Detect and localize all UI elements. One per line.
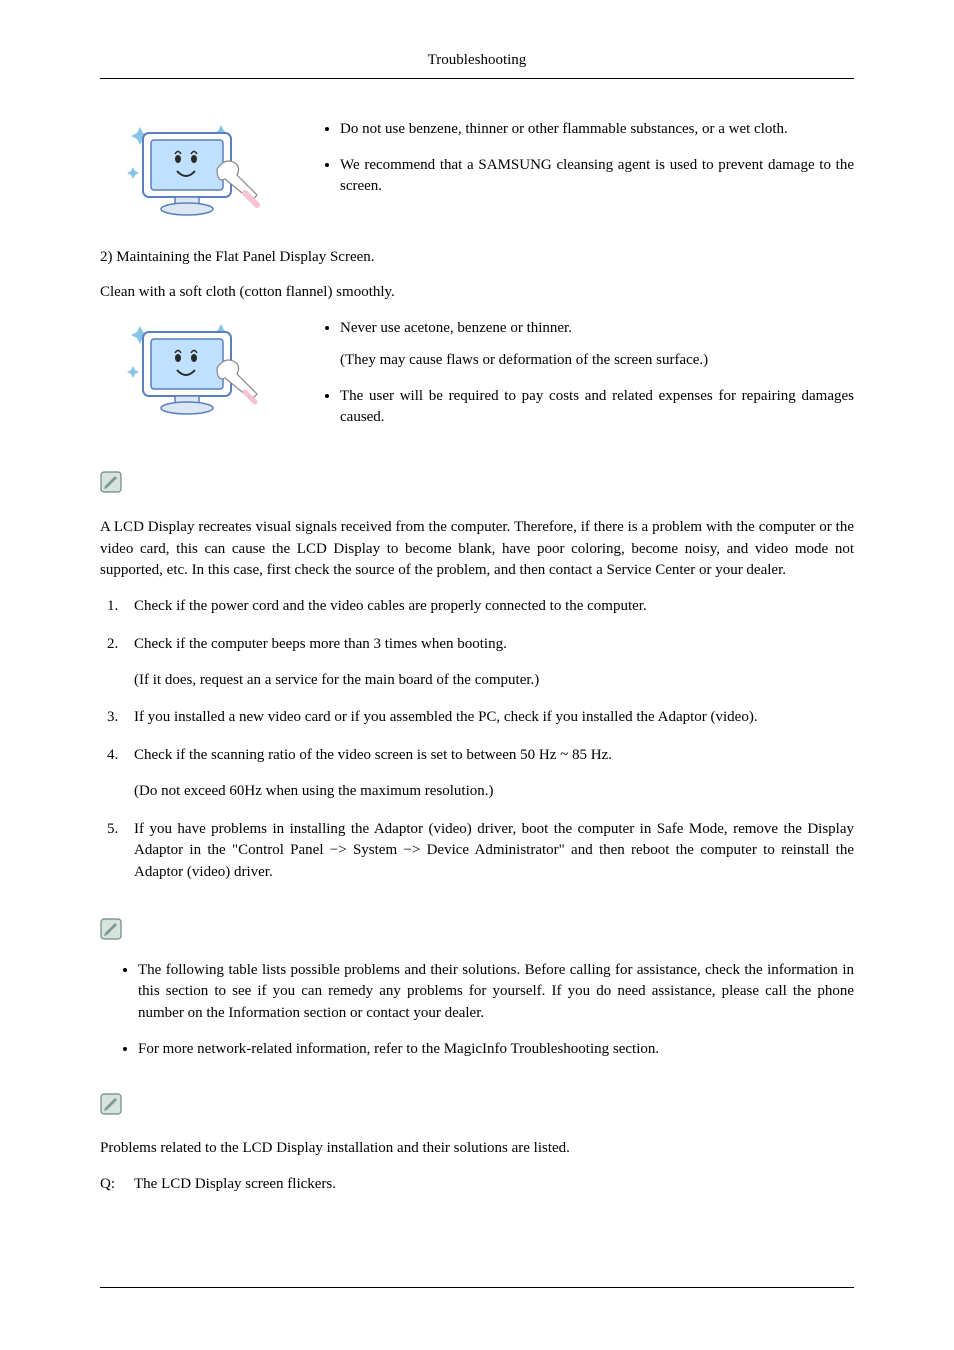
header-rule: [100, 78, 854, 79]
monitor-flatpanel-icon: [125, 318, 265, 428]
monitor-illustration-2: [125, 318, 280, 436]
section1-bullet-1: Do not use benzene, thinner or other fla…: [340, 119, 854, 141]
section2-bullet-1: Never use acetone, benzene or thinner. (…: [340, 318, 854, 372]
qa-label: Q:: [100, 1174, 134, 1196]
symptom-item-2-main: Check if the computer beeps more than 3 …: [134, 636, 507, 652]
section1-row: Do not use benzene, thinner or other fla…: [100, 119, 854, 237]
page-header-title: Troubleshooting: [100, 50, 854, 72]
checklist-block: The following table lists possible probl…: [100, 960, 854, 1061]
note-icon: [100, 918, 122, 940]
installation-block: Problems related to the LCD Display inst…: [100, 1138, 854, 1196]
symptom-item-4: Check if the scanning ratio of the video…: [122, 745, 854, 803]
symptom-item-4-sub: (Do not exceed 60Hz when using the maxim…: [134, 781, 854, 803]
symptom-item-1: Check if the power cord and the video ca…: [122, 596, 854, 618]
symptoms-block: A LCD Display recreates visual signals r…: [100, 517, 854, 884]
symptoms-intro: A LCD Display recreates visual signals r…: [100, 517, 854, 582]
section1-bullets: Do not use benzene, thinner or other fla…: [320, 119, 854, 212]
section2-bullet-1-sub: (They may cause flaws or deformation of …: [340, 350, 854, 372]
section2-bullets: Never use acetone, benzene or thinner. (…: [320, 318, 854, 443]
section2-bullet-1-main: Never use acetone, benzene or thinner.: [340, 320, 572, 336]
symptom-item-2: Check if the computer beeps more than 3 …: [122, 634, 854, 692]
checklist-bullet-1: The following table lists possible probl…: [138, 960, 854, 1025]
symptom-item-3: If you installed a new video card or if …: [122, 707, 854, 729]
section2-intro: Clean with a soft cloth (cotton flannel)…: [100, 282, 854, 304]
footer-rule: [100, 1287, 854, 1288]
checklist-bullet-2: For more network-related information, re…: [138, 1039, 854, 1061]
section1-bullet-2: We recommend that a SAMSUNG cleansing ag…: [340, 155, 854, 199]
symptoms-list: Check if the power cord and the video ca…: [100, 596, 854, 884]
installation-intro: Problems related to the LCD Display inst…: [100, 1138, 854, 1160]
note-icon: [100, 471, 122, 493]
section2-row: Never use acetone, benzene or thinner. (…: [100, 318, 854, 443]
section2-heading: 2) Maintaining the Flat Panel Display Sc…: [100, 247, 854, 269]
symptom-item-2-sub: (If it does, request an a service for th…: [134, 670, 854, 692]
symptom-item-5: If you have problems in installing the A…: [122, 819, 854, 884]
note-icon: [100, 1093, 122, 1115]
monitor-illustration-1: [125, 119, 280, 237]
monitor-cleaning-icon: [125, 119, 265, 229]
qa-text: The LCD Display screen flickers.: [134, 1174, 854, 1196]
qa-row: Q: The LCD Display screen flickers.: [100, 1174, 854, 1196]
symptom-item-4-main: Check if the scanning ratio of the video…: [134, 747, 612, 763]
section2-bullet-2: The user will be required to pay costs a…: [340, 386, 854, 430]
